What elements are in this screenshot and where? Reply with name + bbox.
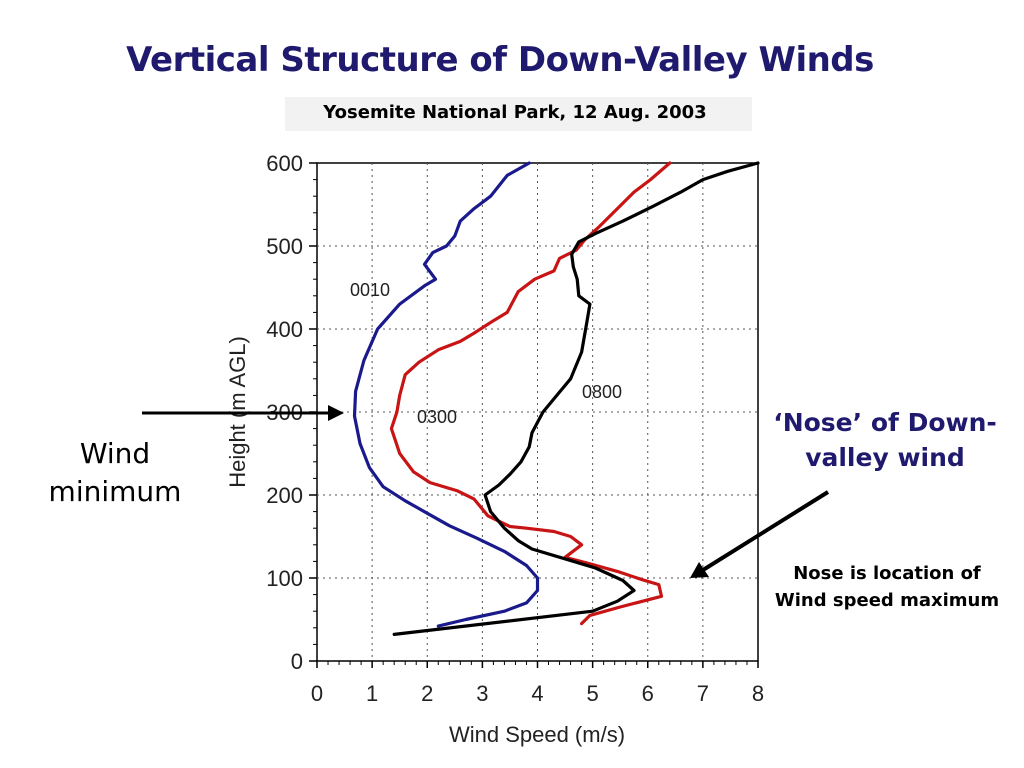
series-line-0010 [352,161,540,628]
x-tick-label: 3 [476,681,488,706]
nose-label: ‘Nose’ of Down-valley wind [773,408,997,472]
series-line-0800 [392,161,760,636]
x-tick-label: 5 [587,681,599,706]
nose-arrowhead [690,562,709,578]
subtitle-background [285,97,752,131]
x-axis-label: Wind Speed (m/s) [449,722,625,747]
series-label-0010: 0010 [350,280,390,300]
y-tick-label: 200 [266,483,303,508]
x-tick-label: 0 [311,681,323,706]
x-tick-label: 7 [697,681,709,706]
y-tick-label: 500 [266,234,303,259]
nose-arrow [701,490,830,572]
wind-minimum-label: Wind minimum [48,437,182,508]
x-tick-label: 1 [366,681,378,706]
nose-description: Nose is location of Wind speed maximum [774,563,1000,611]
x-tick-label: 2 [421,681,433,706]
series-group [352,161,760,636]
y-tick-label: 600 [266,151,303,176]
wind-minimum-arrowhead [328,405,344,421]
x-tick-label: 6 [642,681,654,706]
slide-subtitle: Yosemite National Park, 12 Aug. 2003 [323,102,707,123]
slide-title: Vertical Structure of Down-Valley Winds [126,40,874,80]
y-tick-label: 400 [266,317,303,342]
x-tick-label: 8 [752,681,764,706]
y-tick-label: 0 [291,649,303,674]
series-label-0300: 0300 [417,407,457,427]
series-label-0800: 0800 [582,382,622,402]
y-tick-label: 100 [266,566,303,591]
series-line-0300 [389,161,672,626]
x-tick-label: 4 [531,681,543,706]
